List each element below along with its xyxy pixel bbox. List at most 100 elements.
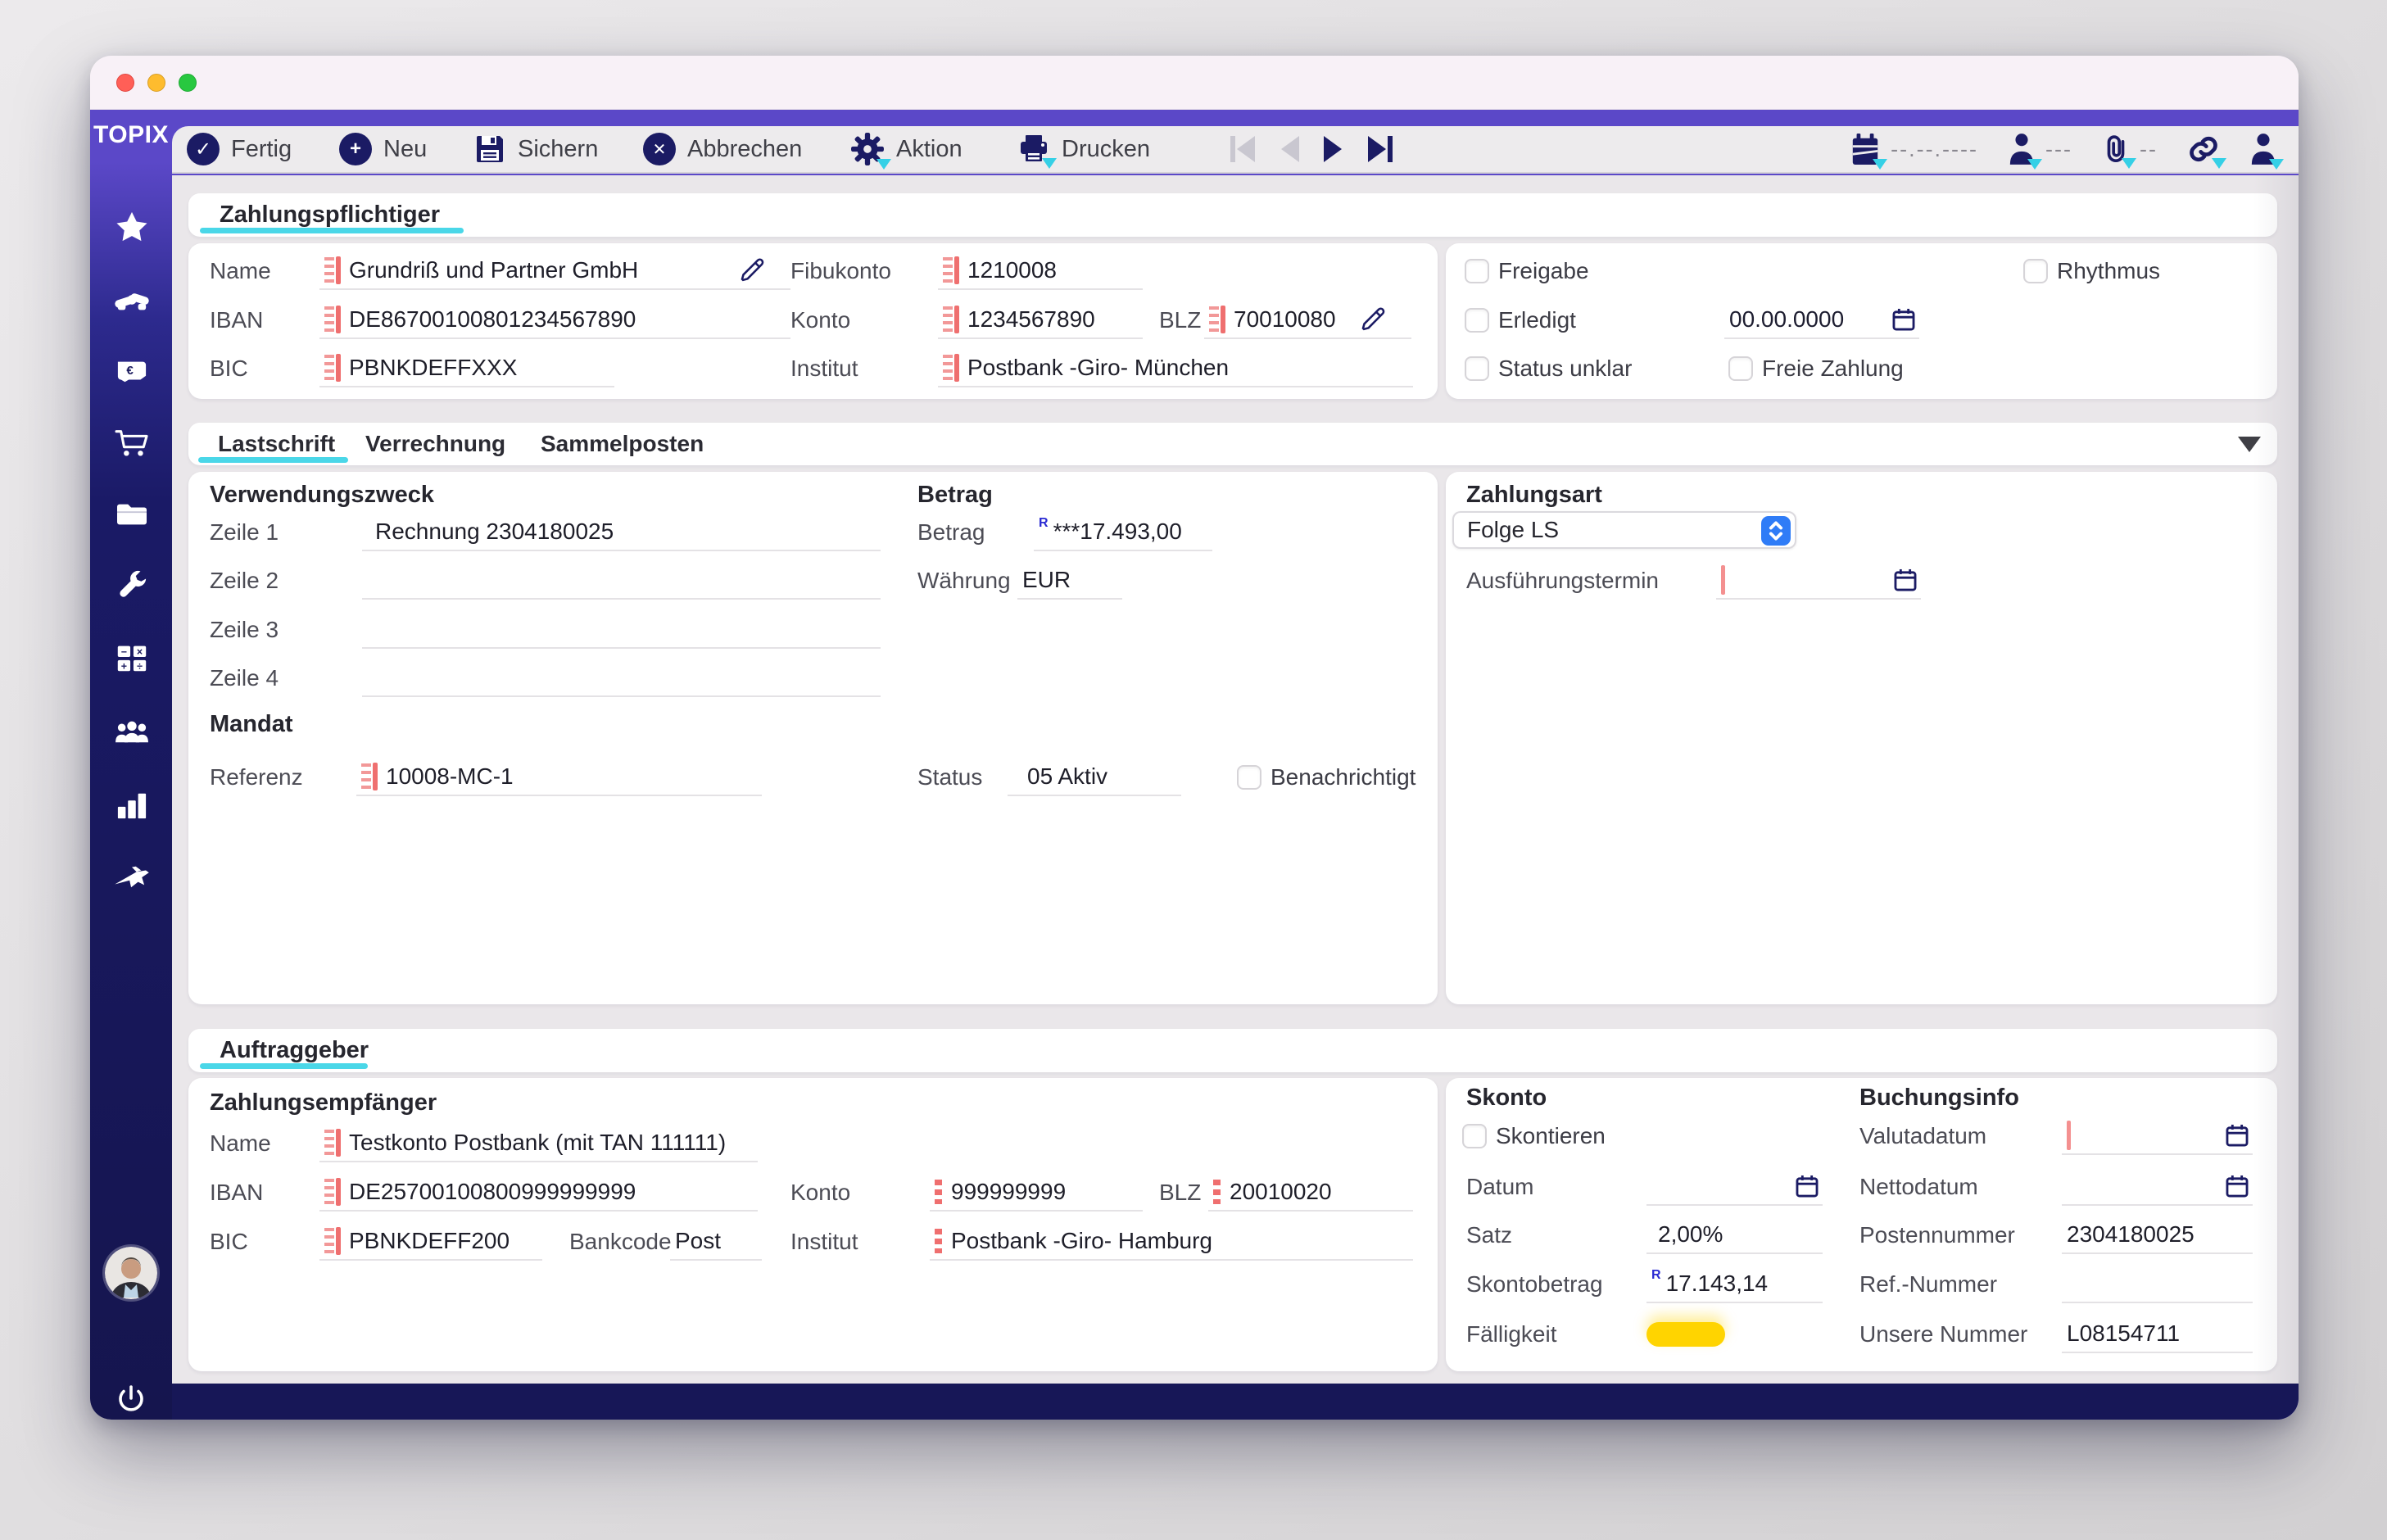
iban-field[interactable]: DE86700100801234567890 — [319, 301, 790, 339]
postennummer-field[interactable]: 2304180025 — [2062, 1216, 2253, 1254]
freie-zahlung-label: Freie Zahlung — [1762, 356, 1904, 381]
skontobetrag-field[interactable]: R 17.143,14 — [1646, 1266, 1823, 1303]
assignee-button[interactable]: --- — [2008, 132, 2072, 170]
user-avatar[interactable] — [105, 1247, 157, 1299]
attachments-button[interactable]: -- — [2102, 133, 2158, 169]
close-window-button[interactable] — [116, 74, 134, 92]
abbrechen-button[interactable]: ✕ Abbrechen — [643, 126, 802, 172]
konto-field[interactable]: 1234567890 — [938, 301, 1143, 339]
erledigt-checkbox[interactable] — [1465, 308, 1489, 333]
name-field[interactable]: Grundriß und Partner GmbH — [319, 252, 790, 290]
mandat-status-field[interactable]: 05 Aktiv — [1008, 759, 1181, 796]
zeile3-field[interactable] — [362, 611, 881, 649]
logout-power-button[interactable] — [115, 1384, 147, 1416]
toolbar-right-icons: --.--.---- --- -- — [1850, 126, 2284, 172]
nettodatum-label: Nettodatum — [1859, 1174, 1978, 1199]
rhythmus-checkbox[interactable] — [2023, 259, 2048, 283]
active-section-underline — [200, 1063, 368, 1069]
benachrichtigt-checkbox[interactable] — [1237, 765, 1261, 790]
links-button[interactable] — [2187, 133, 2226, 169]
last-record-icon[interactable] — [1366, 133, 1394, 165]
institut-field[interactable]: Postbank -Giro- München — [938, 350, 1413, 387]
satz-field[interactable]: 2,00% — [1646, 1216, 1823, 1254]
contact-person-button[interactable] — [2249, 132, 2284, 170]
nettodatum-field[interactable] — [2062, 1168, 2253, 1206]
people-icon — [113, 716, 151, 751]
zahlungspflichtiger-card: Name Grundriß und Partner GmbH Fibukonto… — [188, 243, 1438, 399]
sidebar-item-documents[interactable] — [113, 497, 151, 535]
sidebar-item-invoices[interactable]: € — [113, 354, 151, 392]
erledigt-label: Erledigt — [1498, 307, 1576, 333]
mandat-title: Mandat — [210, 711, 293, 737]
edit-pencil-icon[interactable] — [1358, 303, 1388, 337]
sidebar-item-hr[interactable] — [113, 714, 151, 752]
sidebar-item-travel[interactable] — [113, 859, 151, 897]
sidebar-item-settings-tools[interactable] — [113, 569, 151, 607]
required-marker — [1721, 565, 1725, 595]
collapse-section-arrow[interactable] — [2238, 437, 2261, 452]
betrag-field[interactable]: R ***17.493,00 — [1034, 514, 1212, 551]
empfaenger-blz-field[interactable]: 20010020 — [1208, 1174, 1413, 1212]
edit-pencil-icon[interactable] — [737, 254, 767, 288]
skonto-datum-field[interactable] — [1646, 1168, 1823, 1206]
zoom-window-button[interactable] — [179, 74, 197, 92]
skontieren-checkbox[interactable] — [1462, 1124, 1487, 1148]
bic-label: BIC — [210, 1229, 248, 1254]
payment-tabs: Lastschrift Verrechnung Sammelposten — [188, 423, 2277, 465]
calendar-icon[interactable] — [1793, 1171, 1821, 1207]
freie-zahlung-checkbox[interactable] — [1728, 356, 1753, 381]
sidebar-item-reports[interactable] — [113, 788, 151, 826]
neu-button[interactable]: + Neu — [339, 126, 427, 172]
tab-sammelposten[interactable]: Sammelposten — [541, 431, 704, 456]
zahlungsart-select[interactable]: Folge LS — [1452, 511, 1796, 549]
sidebar-item-accounting[interactable]: − × + ÷ — [113, 641, 151, 678]
field-marker-icon — [943, 256, 959, 284]
gear-icon — [850, 132, 891, 170]
bankcode-field[interactable]: Post — [670, 1223, 762, 1261]
sichern-button[interactable]: Sichern — [473, 126, 598, 172]
previous-record-icon[interactable] — [1278, 133, 1301, 165]
status-unklar-checkbox[interactable] — [1465, 356, 1489, 381]
field-marker-dots-icon — [935, 1180, 943, 1204]
calendar-icon[interactable] — [2223, 1171, 2251, 1207]
zahlungsempfaenger-title: Zahlungsempfänger — [210, 1089, 437, 1116]
valutadatum-field[interactable] — [2062, 1117, 2253, 1155]
zeile1-field[interactable]: Rechnung 2304180025 — [362, 514, 881, 551]
due-date-button[interactable]: --.--.---- — [1850, 132, 1978, 170]
calendar-icon[interactable] — [2223, 1121, 2251, 1156]
empfaenger-iban-field[interactable]: DE25700100800999999999 — [319, 1174, 758, 1212]
fertig-button[interactable]: ✓ Fertig — [187, 126, 292, 172]
calendar-icon[interactable] — [1891, 565, 1919, 600]
waehrung-field[interactable]: EUR — [1017, 562, 1122, 600]
referenz-field[interactable]: 10008-MC-1 — [356, 759, 762, 796]
calendar-icon[interactable] — [1890, 305, 1918, 340]
institut-label: Institut — [790, 356, 858, 381]
first-record-icon[interactable] — [1229, 133, 1257, 165]
blz-field[interactable]: 70010080 — [1204, 301, 1411, 339]
benachrichtigt-label: Benachrichtigt — [1270, 764, 1416, 790]
empfaenger-konto-field[interactable]: 999999999 — [930, 1174, 1143, 1212]
next-record-icon[interactable] — [1322, 133, 1345, 165]
zeile4-field[interactable] — [362, 659, 881, 697]
empfaenger-name-field[interactable]: Testkonto Postbank (mit TAN 111111) — [319, 1125, 758, 1162]
tab-verrechnung[interactable]: Verrechnung — [365, 431, 506, 456]
sidebar-item-crm[interactable] — [113, 283, 151, 320]
unsere-nummer-field[interactable]: L08154711 — [2062, 1316, 2253, 1353]
status-unklar-label: Status unklar — [1498, 356, 1633, 381]
drucken-button[interactable]: Drucken — [1017, 126, 1150, 172]
bic-field[interactable]: PBNKDEFFXXX — [319, 350, 614, 387]
sidebar-item-favorites[interactable] — [113, 211, 151, 248]
tab-lastschrift[interactable]: Lastschrift — [218, 431, 336, 456]
fibukonto-field[interactable]: 1210008 — [938, 252, 1143, 290]
refnummer-field[interactable] — [2062, 1266, 2253, 1303]
unsere-nummer-label: Unsere Nummer — [1859, 1321, 2028, 1347]
sidebar-item-orders[interactable] — [113, 425, 151, 463]
aktion-button[interactable]: Aktion — [850, 126, 962, 172]
empfaenger-bic-field[interactable]: PBNKDEFF200 — [319, 1223, 542, 1261]
empfaenger-institut-field[interactable]: Postbank -Giro- Hamburg — [930, 1223, 1413, 1261]
ausfuehrungstermin-field[interactable] — [1716, 562, 1921, 600]
freigabe-checkbox[interactable] — [1465, 259, 1489, 283]
zeile2-field[interactable] — [362, 562, 881, 600]
minimize-window-button[interactable] — [147, 74, 165, 92]
erledigt-date-field[interactable]: 00.00.0000 — [1724, 301, 1919, 339]
